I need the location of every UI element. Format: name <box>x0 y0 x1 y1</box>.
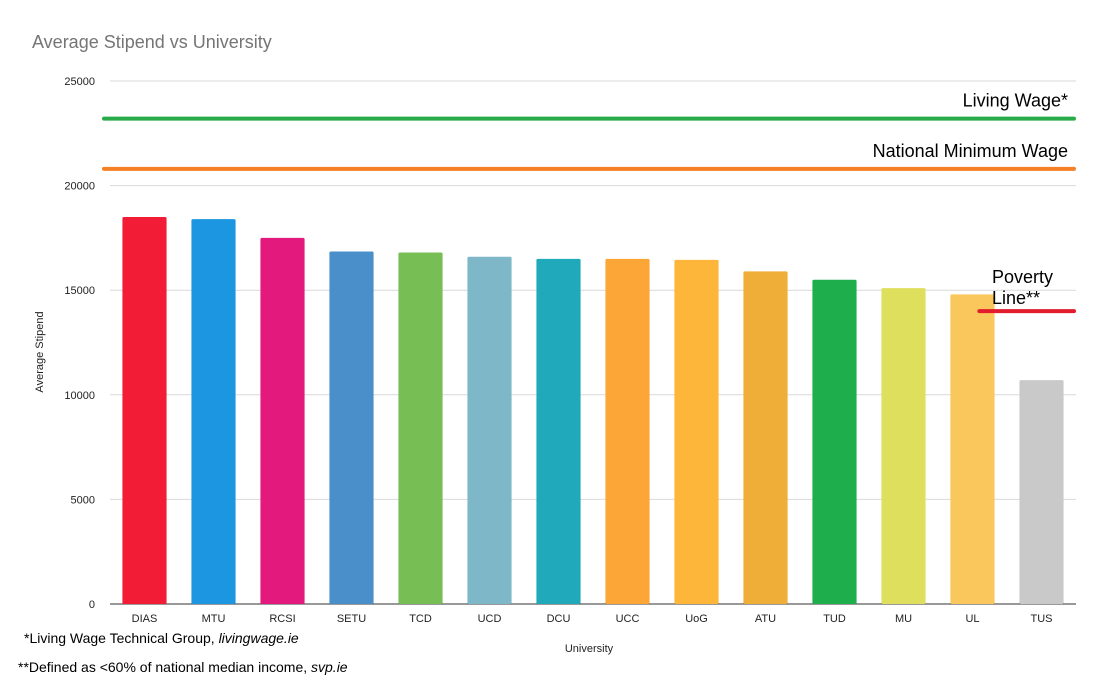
bar-ucd <box>467 256 512 604</box>
x-tick-label-mtu: MTU <box>202 613 226 625</box>
bars <box>122 216 1064 605</box>
x-tick-label-ul: UL <box>965 613 979 625</box>
x-axis-label: University <box>565 643 614 655</box>
y-tick-label-5000: 5000 <box>71 494 95 506</box>
x-tick-label-dias: DIAS <box>132 613 158 625</box>
reference-line-label-2-line-1: Line** <box>992 288 1040 308</box>
x-tick-label-dcu: DCU <box>547 613 571 625</box>
y-tick-label-10000: 10000 <box>64 390 95 402</box>
reference-line-label-2: Poverty Line** <box>992 267 1053 308</box>
bar-dias <box>122 216 167 605</box>
x-tick-label-tus: TUS <box>1031 613 1053 625</box>
y-tick-labels: 0 5000 10000 15000 20000 25000 <box>64 76 95 611</box>
x-tick-label-tcd: TCD <box>409 613 432 625</box>
bar-setu <box>329 251 374 605</box>
bar-ucc <box>605 258 650 604</box>
bar-mtu <box>191 219 236 604</box>
reference-line-label-0: Living Wage* <box>963 91 1068 111</box>
bar-mu <box>881 288 926 604</box>
y-tick-label-25000: 25000 <box>64 76 95 88</box>
y-axis-label: Average Stipend <box>34 311 46 392</box>
footnote-poverty-text: **Defined as <60% of national median inc… <box>18 659 312 675</box>
bar-tcd <box>398 252 443 604</box>
x-tick-label-uog: UoG <box>685 613 708 625</box>
y-tick-label-20000: 20000 <box>64 181 95 193</box>
bar-dcu <box>536 258 581 604</box>
x-tick-label-ucd: UCD <box>478 613 502 625</box>
reference-line-label-1: National Minimum Wage <box>873 141 1068 161</box>
x-tick-label-setu: SETU <box>337 613 366 625</box>
bar-tud <box>812 279 857 604</box>
bar-tus <box>1019 380 1064 604</box>
bar-atu <box>743 271 788 604</box>
x-tick-label-ucc: UCC <box>616 613 640 625</box>
x-tick-label-atu: ATU <box>755 613 776 625</box>
reference-line-label-2-line-0: Poverty <box>992 267 1053 287</box>
x-tick-label-rcsi: RCSI <box>269 613 295 625</box>
bar-uog <box>674 259 719 604</box>
footnote-living-wage-text: *Living Wage Technical Group, <box>24 630 219 646</box>
bar-rcsi <box>260 237 305 604</box>
bar-ul <box>950 294 995 604</box>
x-tick-labels: DIAS MTU RCSI SETU TCD UCD DCU UCC UoG ATU TUD MU UL… <box>132 613 1053 625</box>
footnote-living-wage: *Living Wage Technical Group, livingwage… <box>24 630 299 646</box>
reference-lines: Living Wage* National Minimum Wage Poverty… <box>102 91 1076 314</box>
footnote-living-wage-source: livingwage.ie <box>218 630 299 646</box>
x-tick-label-tud: TUD <box>823 613 846 625</box>
x-tick-label-mu: MU <box>895 613 912 625</box>
footnote-poverty-line: **Defined as <60% of national median inc… <box>18 659 348 675</box>
y-tick-label-0: 0 <box>89 599 95 611</box>
chart-title: Average Stipend vs University <box>32 32 272 52</box>
footnote-poverty-source: svp.ie <box>311 659 348 675</box>
y-tick-label-15000: 15000 <box>64 285 95 297</box>
